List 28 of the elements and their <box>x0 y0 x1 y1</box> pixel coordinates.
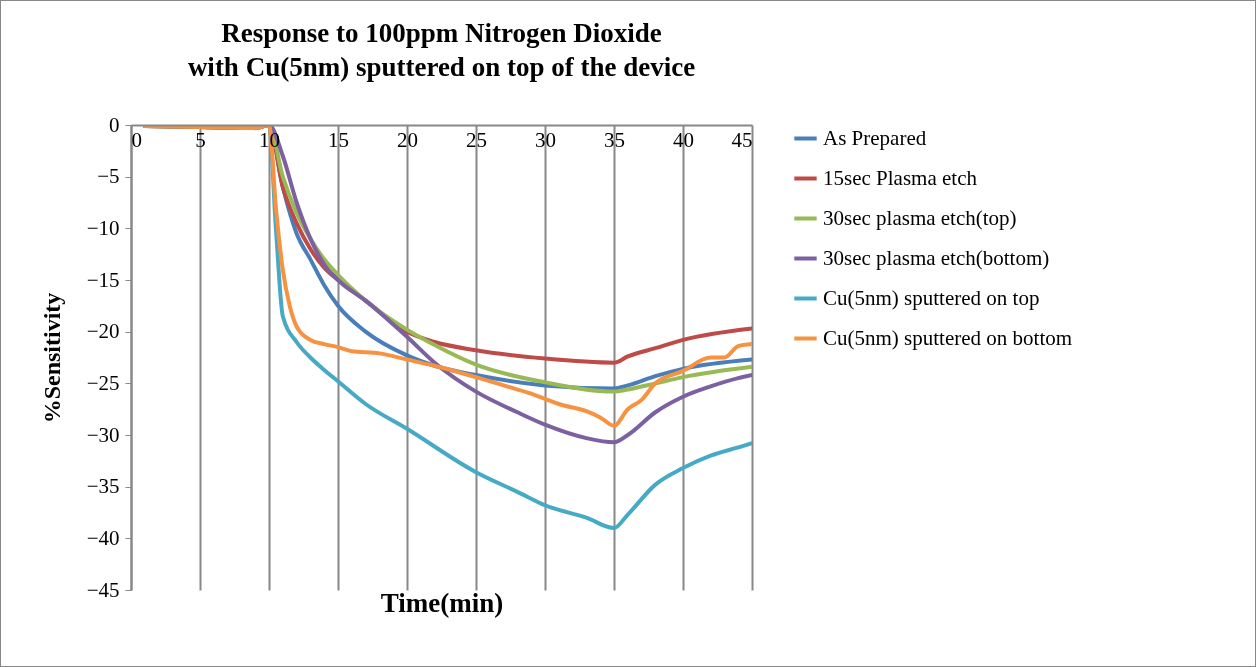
legend-label: Cu(5nm) sputtered on bottom <box>823 325 1073 350</box>
legend-label: 30sec plasma etch(bottom) <box>823 245 1050 270</box>
x-tick-label: 5 <box>195 127 206 152</box>
legend-label: 15sec Plasma etch <box>823 165 978 190</box>
x-tick-label: 40 <box>673 127 694 152</box>
y-axis-title: %Sensitivity <box>38 292 65 424</box>
chart-title: Response to 100ppm Nitrogen Dioxide with Cu(5nm) sputtered on top of the device <box>187 18 696 82</box>
y-tick-label: −10 <box>86 215 120 240</box>
legend-label: Cu(5nm) sputtered on top <box>823 285 1040 310</box>
y-tick-label: −20 <box>86 319 120 344</box>
x-tick-label: 45 <box>731 127 753 152</box>
y-tick-label: −35 <box>86 474 120 499</box>
y-tick-label: −25 <box>86 370 120 395</box>
legend-label: As Prepared <box>823 125 927 150</box>
x-tick-label: 20 <box>397 127 418 152</box>
legend-label: 30sec plasma etch(top) <box>823 205 1017 230</box>
x-tick-label: 35 <box>604 127 625 152</box>
y-tick-label: −15 <box>86 267 120 292</box>
y-tick-label: −40 <box>86 525 120 550</box>
x-tick-label: 0 <box>131 127 142 152</box>
x-tick-label: 15 <box>328 127 349 152</box>
x-tick-label: 30 <box>535 127 556 152</box>
x-tick-label: 25 <box>466 127 487 152</box>
y-tick-label: −5 <box>97 164 120 189</box>
y-tick-label: −45 <box>86 577 120 602</box>
x-tick-label: 10 <box>259 127 280 152</box>
x-axis-title: Time(min) <box>380 587 504 618</box>
y-tick-label: −30 <box>86 422 120 447</box>
